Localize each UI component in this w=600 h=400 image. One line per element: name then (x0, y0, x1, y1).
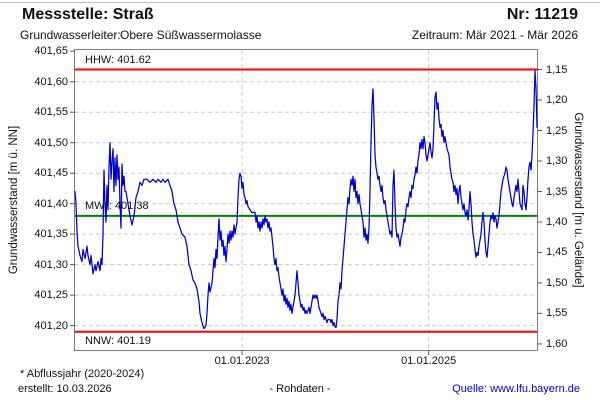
axis-tick-label: 401,30 (34, 258, 68, 271)
hhw-line-label: HHW: 401.62 (85, 54, 151, 66)
axis-tick-label: 401,45 (34, 167, 68, 180)
axis-tick-label: 401,50 (34, 136, 68, 149)
axis-tick-label: 401,60 (34, 75, 68, 88)
source-link[interactable]: Quelle: www.lfu.bayern.de (452, 383, 580, 395)
axis-tick-label: 401,65 (34, 45, 68, 58)
y-axis-title-right: Grundwasserstand [m u. Gelände] (572, 112, 584, 288)
axis-tick-label: 401,40 (34, 197, 68, 210)
axis-tick-label: 1,45 (546, 246, 568, 259)
axis-tick-label: 1,40 (546, 216, 568, 228)
axis-tick-label: 1,50 (546, 276, 568, 289)
station-number: Nr: 11219 (506, 6, 578, 23)
axis-tick-label: 401,25 (34, 289, 68, 302)
footnote-abflussjahr: * Abflussjahr (2020-2024) (20, 368, 145, 380)
axis-tick-label: 1,55 (546, 307, 568, 320)
axis-tick-label: 401,55 (34, 106, 68, 119)
axis-tick-label: 1,20 (546, 94, 568, 106)
data-type-label: - Rohdaten - (269, 383, 331, 395)
time-range-label: Zeitraum: Mär 2021 - Mär 2026 (411, 28, 578, 42)
created-date: erstellt: 10.03.2026 (18, 383, 112, 395)
axis-tick-label: 1,35 (546, 185, 568, 198)
chart-svg (70, 50, 542, 355)
axis-tick-label: 1,25 (546, 124, 568, 137)
top-divider-line (0, 2, 600, 3)
axis-tick-label: 1,60 (546, 337, 568, 350)
nnw-line-label: NNW: 401.19 (85, 335, 151, 347)
aquifer-label: Grundwasserleiter: (20, 28, 121, 42)
axis-tick-label: 1,15 (546, 63, 568, 76)
aquifer-value: Obere Süßwassermolasse (120, 28, 262, 42)
axis-tick-label: 01.01.2025 (401, 355, 457, 367)
axis-tick-label: 401,20 (34, 319, 68, 332)
axis-tick-label: 401,35 (34, 228, 68, 241)
axis-tick-label: 1,30 (546, 155, 568, 167)
mw-line-label: MW*: 401.38 (85, 200, 149, 212)
plot-area: HHW: 401.62 MW*: 401.38 NNW: 401.19 (70, 49, 542, 355)
groundwater-level-curve (74, 70, 538, 330)
axis-tick-label: 01.01.2023 (214, 355, 270, 367)
page-title: Messstelle: Straß (22, 6, 154, 23)
